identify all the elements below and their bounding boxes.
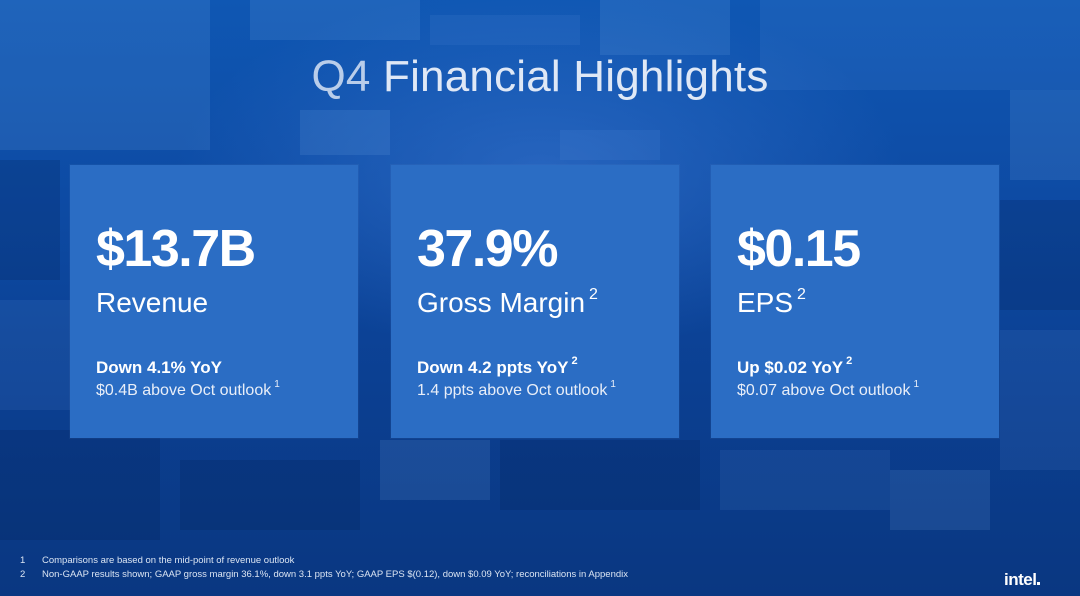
eps-change: Up $0.02 YoY 2 xyxy=(737,356,852,377)
revenue-change: Down 4.1% YoY xyxy=(96,359,222,376)
gross-margin-card: 37.9% Gross Margin 2 Down 4.2 ppts YoY 2 1… xyxy=(391,165,679,438)
gross-margin-label: Gross Margin 2 xyxy=(417,286,598,318)
eps-card: $0.15 EPS 2 Up $0.02 YoY 2 $0.07 above Oct… xyxy=(711,165,999,438)
footnote-number: 2 xyxy=(20,569,26,580)
eps-change-text: Up $0.02 YoY xyxy=(737,358,844,377)
gross-margin-value: 37.9% xyxy=(417,220,558,278)
revenue-label: Revenue xyxy=(96,289,208,317)
eps-outlook: $0.07 above Oct outlook 1 xyxy=(737,380,919,399)
slide-title: Q4 Financial Highlights xyxy=(0,52,1080,102)
eps-label-text: EPS xyxy=(737,287,794,318)
eps-change-footnote-ref: 2 xyxy=(846,355,853,367)
revenue-outlook: $0.4B above Oct outlook 1 xyxy=(96,380,280,399)
revenue-label-text: Revenue xyxy=(96,287,209,318)
footnotes: 1 Comparisons are based on the mid-point… xyxy=(20,554,628,582)
footnote-text: Comparisons are based on the mid-point o… xyxy=(42,555,295,566)
footnote-row: 2 Non-GAAP results shown; GAAP gross mar… xyxy=(20,568,628,582)
gross-margin-outlook: 1.4 ppts above Oct outlook 1 xyxy=(417,380,616,399)
eps-label: EPS 2 xyxy=(737,286,806,318)
revenue-outlook-footnote-ref: 1 xyxy=(274,379,280,390)
gross-margin-change-text: Down 4.2 ppts YoY xyxy=(417,358,569,377)
gross-margin-outlook-text: 1.4 ppts above Oct outlook xyxy=(417,382,608,399)
intel-logo: intel xyxy=(1004,570,1041,589)
gross-margin-change-footnote-ref: 2 xyxy=(571,355,578,367)
intel-logo-text: intel xyxy=(1004,570,1037,589)
title-quarter: Q4 xyxy=(311,52,371,101)
logo-dot xyxy=(1037,582,1041,585)
footnote-row: 1 Comparisons are based on the mid-point… xyxy=(20,554,628,568)
revenue-value: $13.7B xyxy=(96,220,256,278)
eps-value: $0.15 xyxy=(737,220,861,278)
revenue-outlook-text: $0.4B above Oct outlook xyxy=(96,382,272,399)
gross-margin-outlook-footnote-ref: 1 xyxy=(610,379,616,390)
footnote-number: 1 xyxy=(20,555,26,566)
eps-outlook-text: $0.07 above Oct outlook xyxy=(737,382,911,399)
eps-label-footnote-ref: 2 xyxy=(797,286,806,303)
title-text: Financial Highlights xyxy=(383,52,769,101)
gross-margin-label-footnote-ref: 2 xyxy=(589,286,598,303)
eps-outlook-footnote-ref: 1 xyxy=(913,379,920,390)
revenue-change-text: Down 4.1% YoY xyxy=(96,358,222,377)
revenue-card: $13.7B Revenue Down 4.1% YoY $0.4B above… xyxy=(70,165,358,438)
footnote-text: Non-GAAP results shown; GAAP gross margi… xyxy=(42,569,629,580)
gross-margin-change: Down 4.2 ppts YoY 2 xyxy=(417,356,578,377)
gross-margin-label-text: Gross Margin xyxy=(417,287,586,318)
